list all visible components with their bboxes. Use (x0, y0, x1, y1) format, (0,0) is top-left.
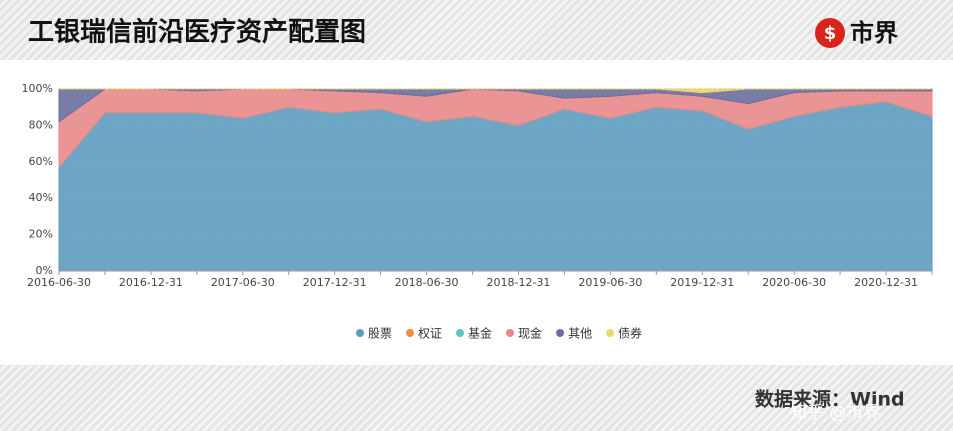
logo-icon (815, 18, 845, 48)
x-tick-label: 2016-12-31 (119, 276, 183, 289)
legend-swatch (556, 329, 565, 337)
header-band (0, 0, 953, 60)
source: 数据来源：Wind (755, 388, 905, 411)
x-tick-label: 2019-12-31 (670, 276, 734, 289)
legend-label: 其他 (568, 327, 592, 341)
x-tick-label: 2017-12-31 (303, 276, 367, 289)
legend-label: 权证 (418, 327, 442, 341)
legend-label: 现金 (518, 326, 542, 341)
footer-band (0, 365, 953, 431)
legend-label: 债券 (618, 326, 642, 341)
logo-text: 市界 (850, 19, 898, 47)
legend-swatch (356, 329, 364, 337)
legend-swatch (406, 329, 415, 337)
logo-glyph: $ (824, 23, 837, 44)
y-tick-label: 80% (29, 118, 53, 131)
legend-swatch (606, 329, 615, 337)
y-tick-label: 40% (29, 191, 53, 204)
x-tick-label: 2016-06-30 (27, 276, 91, 289)
chart-title: 工银瑞信前沿医疗资产配置图 (28, 17, 366, 48)
y-tick-label: 20% (29, 228, 53, 241)
x-tick-label: 2018-06-30 (395, 276, 459, 289)
legend-label: 股票 (368, 327, 392, 341)
legend-swatch (456, 329, 465, 337)
y-tick-label: 60% (29, 155, 53, 168)
x-tick-label: 2020-12-31 (854, 276, 918, 289)
area (58, 101, 933, 272)
x-tick-label: 2019-06-30 (578, 276, 642, 289)
legend-swatch (506, 329, 515, 337)
legend-label: 基金 (468, 326, 492, 341)
y-tick-label: 100% (22, 82, 53, 95)
watermark: 知乎 @市界 (790, 403, 880, 423)
x-tick-label: 2017-06-30 (211, 276, 275, 289)
x-tick-label: 2018-12-31 (487, 276, 551, 289)
y-tick-label: 0% (36, 264, 53, 277)
x-tick-label: 2020-06-30 (762, 276, 826, 289)
